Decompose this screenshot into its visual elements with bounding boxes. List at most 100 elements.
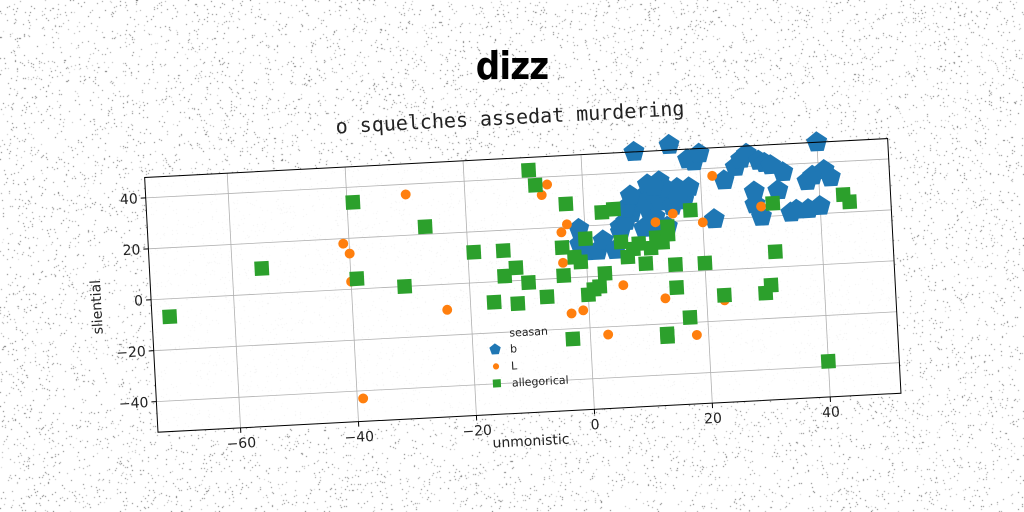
data-point-allegorical (763, 277, 779, 293)
legend-label: L (511, 359, 519, 372)
data-point-l (697, 217, 708, 228)
data-point-allegorical (620, 249, 636, 265)
y-tick-label: 40 (120, 191, 139, 208)
x-tick-label: −20 (462, 423, 492, 441)
data-point-allegorical (345, 194, 361, 210)
data-point-allegorical (554, 239, 570, 256)
data-point-allegorical (765, 195, 781, 211)
data-point-allegorical (638, 256, 654, 272)
data-point-l (618, 280, 629, 291)
legend-title: seasan (509, 325, 548, 340)
data-point-b (623, 140, 645, 162)
data-point-l (603, 329, 614, 340)
data-point-l (400, 189, 411, 200)
data-point-allegorical (565, 331, 581, 347)
axis-ticks: −60 −40 −20 0 20 40 −40 −20 0 20 40 (116, 191, 841, 453)
x-tick-label: −60 (226, 435, 256, 453)
chart-title: o squelches assedat murdering (335, 96, 685, 138)
data-point-l (566, 308, 577, 319)
data-point-allegorical (510, 295, 526, 312)
data-points (162, 131, 858, 404)
data-point-l (650, 217, 661, 228)
y-tick-label: −20 (116, 344, 146, 362)
data-point-l (756, 201, 767, 212)
y-tick-label: −40 (119, 395, 149, 413)
data-point-allegorical (667, 257, 684, 273)
data-point-allegorical (527, 177, 543, 193)
y-axis-label: sliential (88, 280, 107, 335)
data-point-allegorical (659, 219, 676, 235)
x-tick-label: 20 (704, 411, 723, 428)
data-point-allegorical (508, 260, 524, 276)
data-point-allegorical (497, 268, 513, 284)
data-point-allegorical (577, 231, 593, 247)
x-gridline (580, 154, 595, 410)
data-point-allegorical (417, 219, 433, 235)
data-point-b (772, 161, 794, 182)
data-point-l (660, 293, 671, 304)
y-tick-label: 0 (134, 293, 144, 309)
data-point-b (809, 195, 831, 216)
data-point-allegorical (495, 243, 511, 259)
data-point-b (806, 131, 828, 152)
plot-frame (144, 138, 902, 433)
data-point-l (561, 219, 572, 230)
data-point-b (688, 142, 710, 163)
data-point-allegorical (682, 202, 698, 218)
data-point-l (667, 208, 678, 219)
data-point-allegorical (539, 289, 555, 305)
data-point-l (442, 304, 453, 315)
y-gridline (156, 362, 900, 403)
data-point-allegorical (659, 326, 675, 342)
data-point-b (819, 166, 841, 187)
data-point-allegorical (486, 294, 502, 310)
data-point-l (358, 393, 369, 404)
data-point-allegorical (767, 244, 783, 260)
data-point-allegorical (254, 260, 270, 276)
x-gridline (462, 160, 477, 416)
data-point-allegorical (594, 204, 610, 220)
data-point-allegorical (556, 268, 572, 284)
legend-label: allegorical (512, 374, 569, 390)
data-point-l (338, 238, 349, 249)
data-point-l (542, 179, 553, 190)
x-gridline (698, 148, 713, 404)
data-point-allegorical (521, 162, 537, 178)
data-point-b (667, 187, 689, 208)
data-point-l (558, 257, 568, 268)
data-point-allegorical (558, 196, 574, 212)
data-point-allegorical (605, 201, 621, 217)
data-point-allegorical (397, 278, 413, 295)
data-point-b (743, 180, 765, 201)
legend-marker-allegorical (492, 379, 502, 388)
data-point-allegorical (162, 309, 178, 325)
legend-marker-l (492, 363, 500, 370)
page-title: dizz (475, 44, 549, 88)
data-point-l (536, 190, 547, 200)
data-point-allegorical (697, 255, 713, 271)
data-point-l (556, 227, 567, 238)
data-point-allegorical (566, 249, 583, 265)
data-point-allegorical (716, 287, 732, 303)
legend-marker-b (489, 343, 501, 355)
x-tick-label: 0 (590, 417, 600, 433)
data-point-b (767, 179, 789, 200)
data-point-allegorical (841, 194, 858, 210)
legend-label: b (510, 342, 518, 355)
x-tick-label: −40 (344, 429, 374, 447)
y-gridline (153, 311, 897, 352)
data-point-allegorical (669, 279, 685, 296)
data-point-allegorical (349, 271, 365, 287)
data-point-l (691, 330, 702, 340)
data-point-allegorical (597, 265, 613, 281)
data-point-l (707, 170, 718, 181)
data-point-allegorical (466, 244, 482, 260)
data-point-b (642, 175, 664, 196)
data-point-b (658, 133, 680, 155)
x-tick-label: 40 (822, 404, 841, 421)
data-point-allegorical (613, 234, 629, 250)
data-point-allegorical (682, 309, 698, 326)
data-point-allegorical (521, 274, 537, 291)
